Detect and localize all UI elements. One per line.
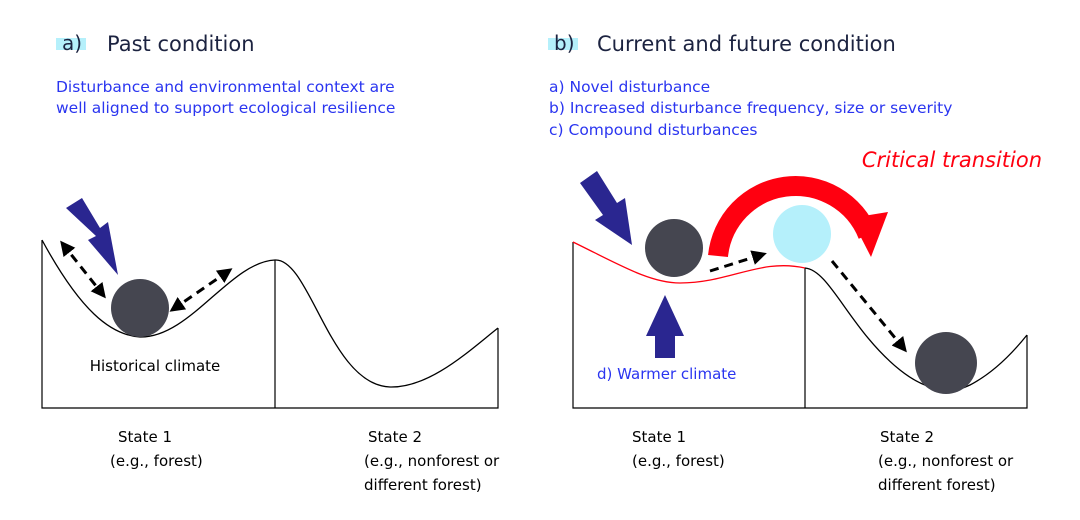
state2-name: State 2 [368, 428, 422, 446]
transition-arrowhead-icon [851, 212, 888, 257]
warming-arrow-icon [646, 295, 684, 358]
critical-transition-label: Critical transition [862, 148, 1042, 172]
state2-desc-2: different forest) [878, 476, 996, 494]
tipping-point-ball [773, 205, 831, 263]
critical-transition-arc [708, 176, 878, 258]
state2-landscape-curve [804, 267, 1028, 391]
altered-landscape-curve [572, 241, 806, 284]
system-state-ball [111, 279, 169, 337]
dashed-arrow-to-state2 [830, 260, 907, 353]
current-state-ball [645, 219, 703, 277]
state1-name: State 1 [118, 428, 172, 446]
panel-a-title: Past condition [107, 32, 255, 56]
dashed-double-arrow-right [169, 268, 233, 312]
historical-climate-label: Historical climate [90, 357, 221, 375]
landscape-box [572, 242, 1028, 409]
panel-a-description-2: well aligned to support ecological resil… [56, 99, 395, 117]
panel-b-title: Current and future condition [597, 32, 896, 56]
state2-desc-1: (e.g., nonforest or [364, 452, 500, 470]
panel-b: b) Current and future condition a) Novel… [548, 31, 1042, 494]
new-state-ball [915, 332, 977, 394]
stability-landscape-curve [41, 239, 499, 388]
label-highlight [56, 38, 86, 50]
panel-a-description-1: Disturbance and environmental context ar… [56, 78, 395, 96]
driver-3: c) Compound disturbances [549, 121, 757, 139]
landscape-box [41, 240, 499, 409]
dashed-double-arrow-left [60, 240, 106, 299]
driver-2: b) Increased disturbance frequency, size… [549, 99, 952, 117]
disturbance-arrow-icon [580, 171, 632, 245]
warmer-climate-label: d) Warmer climate [597, 365, 736, 383]
label-highlight [548, 38, 578, 50]
panel-a-label: a) [62, 31, 82, 55]
panel-a: a) Past condition Disturbance and enviro… [41, 31, 500, 494]
state2-desc-2: different forest) [364, 476, 482, 494]
disturbance-arrow-icon [66, 198, 118, 275]
state1-name: State 1 [632, 428, 686, 446]
dashed-arrow-to-tipping [709, 250, 767, 273]
panel-b-label: b) [554, 31, 575, 55]
driver-1: a) Novel disturbance [549, 78, 710, 96]
state2-desc-1: (e.g., nonforest or [878, 452, 1014, 470]
state1-desc: (e.g., forest) [110, 452, 203, 470]
state1-desc: (e.g., forest) [632, 452, 725, 470]
state2-name: State 2 [880, 428, 934, 446]
